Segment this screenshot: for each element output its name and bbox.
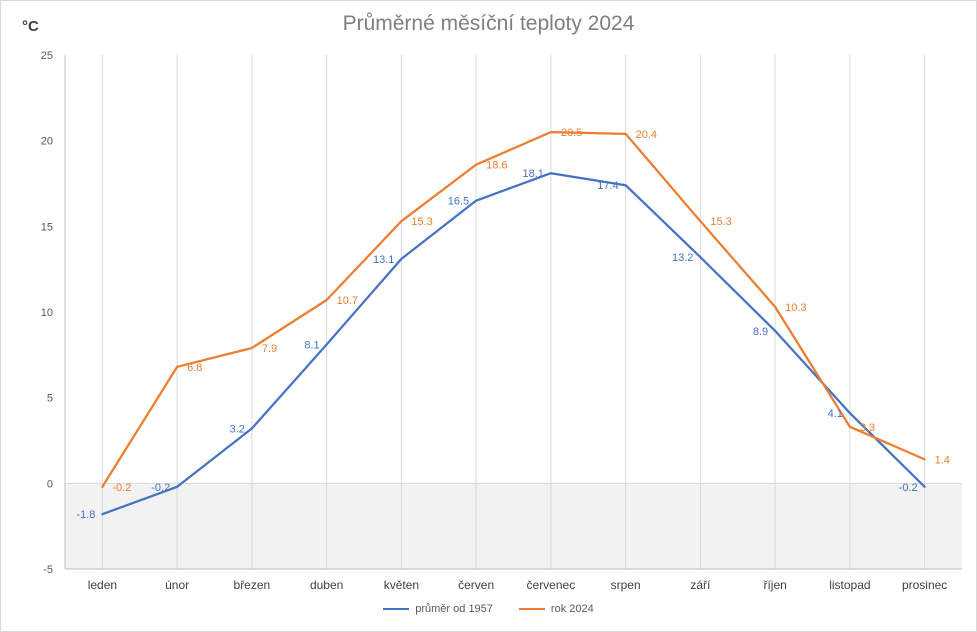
x-tick-label: červenec [527,578,576,592]
data-label-series-2: 15.3 [710,216,731,228]
x-tick-label: listopad [829,578,870,592]
data-label-series-1: 3.2 [230,424,245,436]
x-tick-label: duben [310,578,343,592]
chart-title: Průměrné měsíční teploty 2024 [342,12,635,35]
legend-line-series-1 [383,608,410,610]
x-tick-label: září [690,578,711,592]
data-label-series-2: 10.3 [785,302,806,314]
data-label-series-1: -1.8 [76,509,95,521]
x-tick-label: říjen [763,578,786,592]
y-tick-label: 20 [41,136,53,148]
legend-entry-series-1: průměr od 1957 [383,603,493,615]
data-label-series-2: 6.8 [187,362,202,374]
data-label-series-1: 13.1 [373,254,394,266]
x-tick-label: leden [88,578,117,592]
data-label-series-1: 8.9 [753,326,768,338]
legend-line-series-2 [518,608,545,610]
data-label-series-2: 10.7 [337,295,358,307]
legend: průměr od 1957 rok 2024 [0,603,977,615]
negative-region-shade [65,483,962,569]
data-label-series-2: 1.4 [935,454,950,466]
x-tick-label: červen [458,578,494,592]
y-tick-label: 0 [47,478,53,490]
data-label-series-2: 15.3 [411,216,432,228]
x-tick-label: březen [234,578,271,592]
x-tick-label: květen [384,578,419,592]
y-tick-label: 25 [41,50,53,62]
legend-entry-series-2: rok 2024 [518,603,594,615]
data-label-series-2: -0.2 [112,482,131,494]
x-tick-label: srpen [611,578,641,592]
series-line-2 [101,130,926,488]
data-label-series-2: 7.9 [262,343,277,355]
series-line-1 [101,172,926,516]
y-tick-label: 5 [47,393,53,405]
data-label-series-1: -0.2 [151,482,170,494]
data-label-series-1: 16.5 [448,196,469,208]
data-label-series-2: 20.5 [561,127,582,139]
y-axis-unit-label: °C [22,18,39,35]
y-tick-label: -5 [43,564,53,576]
data-label-series-2: 3.3 [860,422,875,434]
data-label-series-2: 20.4 [636,129,657,141]
data-label-series-1: 17.4 [597,180,618,192]
data-label-series-1: -0.2 [899,482,918,494]
x-tick-label: únor [165,578,189,592]
y-tick-label: 15 [41,221,53,233]
x-tick-label: prosinec [902,578,947,592]
data-label-series-1: 18.1 [522,168,543,180]
legend-label-series-2: rok 2024 [550,603,594,615]
legend-label-series-1: průměr od 1957 [415,603,493,615]
y-tick-label: 10 [41,307,53,319]
data-label-series-1: 8.1 [304,340,319,352]
data-label-series-1: 13.2 [672,252,693,264]
data-label-series-2: 18.6 [486,160,507,172]
data-label-series-1: 4.1 [828,408,843,420]
